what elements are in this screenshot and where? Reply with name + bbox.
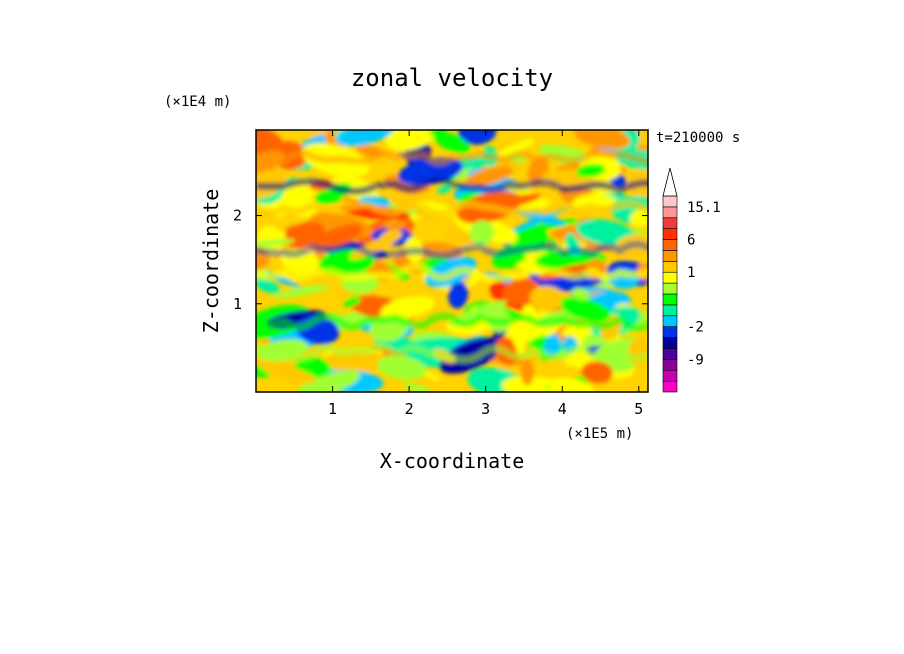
x-axis: 1 2 3 4 5 xyxy=(328,130,643,418)
contour-blob xyxy=(377,355,427,380)
colorbar-swatch xyxy=(662,250,678,262)
contour-band xyxy=(256,343,648,364)
contour-blob xyxy=(498,138,535,157)
colorbar: -9 -2 1 6 15.1 xyxy=(662,167,721,393)
velocity-field xyxy=(256,130,648,392)
contour-blob xyxy=(256,239,296,247)
y-axis-title: Z-coordinate xyxy=(199,189,223,334)
colorbar-swatch xyxy=(662,304,678,317)
contour-blob xyxy=(448,280,469,309)
contour-blob xyxy=(297,370,361,392)
x-tick-label: 4 xyxy=(558,400,567,418)
contour-band xyxy=(256,176,648,195)
y-tick-label: 1 xyxy=(233,295,242,313)
x-axis-title: X-coordinate xyxy=(380,449,525,473)
contour-blob xyxy=(637,132,648,147)
contour-blob xyxy=(513,330,526,354)
x-tick-label: 1 xyxy=(328,400,337,418)
x-unit-label: (×1E5 m) xyxy=(566,426,633,442)
contour-blob xyxy=(630,208,648,227)
contour-blob xyxy=(575,163,606,178)
contour-blob xyxy=(520,358,535,386)
colorbar-swatch xyxy=(662,261,678,273)
colorbar-tick-label: 15.1 xyxy=(687,200,721,216)
contour-blob xyxy=(344,296,361,308)
contour-blob xyxy=(549,377,597,392)
contour-blob xyxy=(574,130,631,150)
contour-band xyxy=(256,149,648,167)
chart-title: zonal velocity xyxy=(351,64,553,92)
contour-band xyxy=(256,312,648,332)
contour-blob xyxy=(560,296,612,322)
colorbar-tick-label: -9 xyxy=(687,352,704,368)
colorbar-tick-label: -2 xyxy=(687,320,704,336)
contour-blob xyxy=(433,131,471,154)
contour-blob xyxy=(449,300,507,327)
colorbar-swatch xyxy=(662,239,678,251)
colorbar-swatch xyxy=(662,348,678,360)
contour-blob xyxy=(403,383,431,392)
contour-blob xyxy=(572,287,590,301)
colorbar-swatch xyxy=(662,359,678,371)
contour-blob xyxy=(437,185,452,194)
x-tick-label: 3 xyxy=(481,400,490,418)
contour-blob xyxy=(501,375,565,392)
contour-blob xyxy=(256,278,280,294)
contour-blob xyxy=(561,326,576,337)
colorbar-swatch xyxy=(662,282,678,295)
colorbar-swatch xyxy=(662,206,678,219)
colorbar-tick-label: 1 xyxy=(687,265,695,281)
contour-blob xyxy=(576,219,636,246)
contour-band xyxy=(256,263,648,283)
colorbar-swatch xyxy=(662,293,678,306)
colorbar-swatch xyxy=(662,337,678,349)
field-contours xyxy=(256,130,648,392)
contour-blob xyxy=(256,130,285,158)
time-label: t=210000 s xyxy=(656,130,740,146)
y-unit-label: (×1E4 m) xyxy=(164,94,231,110)
contour-blob xyxy=(380,295,435,320)
y-axis: 12 xyxy=(233,207,648,313)
colorbar-extend-arrow xyxy=(662,167,678,197)
contour-blob xyxy=(335,130,395,147)
contour-blob xyxy=(272,284,329,299)
contour-band xyxy=(256,200,648,218)
contour-blob xyxy=(544,334,561,357)
x-tick-label: 5 xyxy=(634,400,643,418)
colorbar-swatch xyxy=(662,326,678,338)
contour-blob xyxy=(458,130,497,145)
colorbar-swatch xyxy=(662,217,678,229)
colorbar-swatch xyxy=(662,271,678,284)
contour-blob xyxy=(293,237,310,246)
colorbar-swatch xyxy=(662,228,678,240)
colorbar-swatch xyxy=(662,195,678,208)
contour-blob xyxy=(502,277,538,306)
contour-band xyxy=(256,240,648,260)
contour-blob xyxy=(380,230,403,242)
colorbar-swatch xyxy=(662,380,678,393)
contour-blob xyxy=(259,363,317,383)
contour-blob xyxy=(385,130,438,151)
x-tick-label: 2 xyxy=(405,400,414,418)
contour-blob xyxy=(529,285,565,311)
contour-blob xyxy=(469,220,495,246)
colorbar-tick-label: 6 xyxy=(687,233,695,249)
colorbar-swatch xyxy=(662,369,678,382)
contour-blob xyxy=(581,361,613,384)
colorbar-swatch xyxy=(662,315,678,327)
contour-blob xyxy=(464,165,513,187)
contour-blob xyxy=(312,224,364,251)
plot-frame xyxy=(255,129,649,393)
y-tick-label: 2 xyxy=(233,207,242,225)
